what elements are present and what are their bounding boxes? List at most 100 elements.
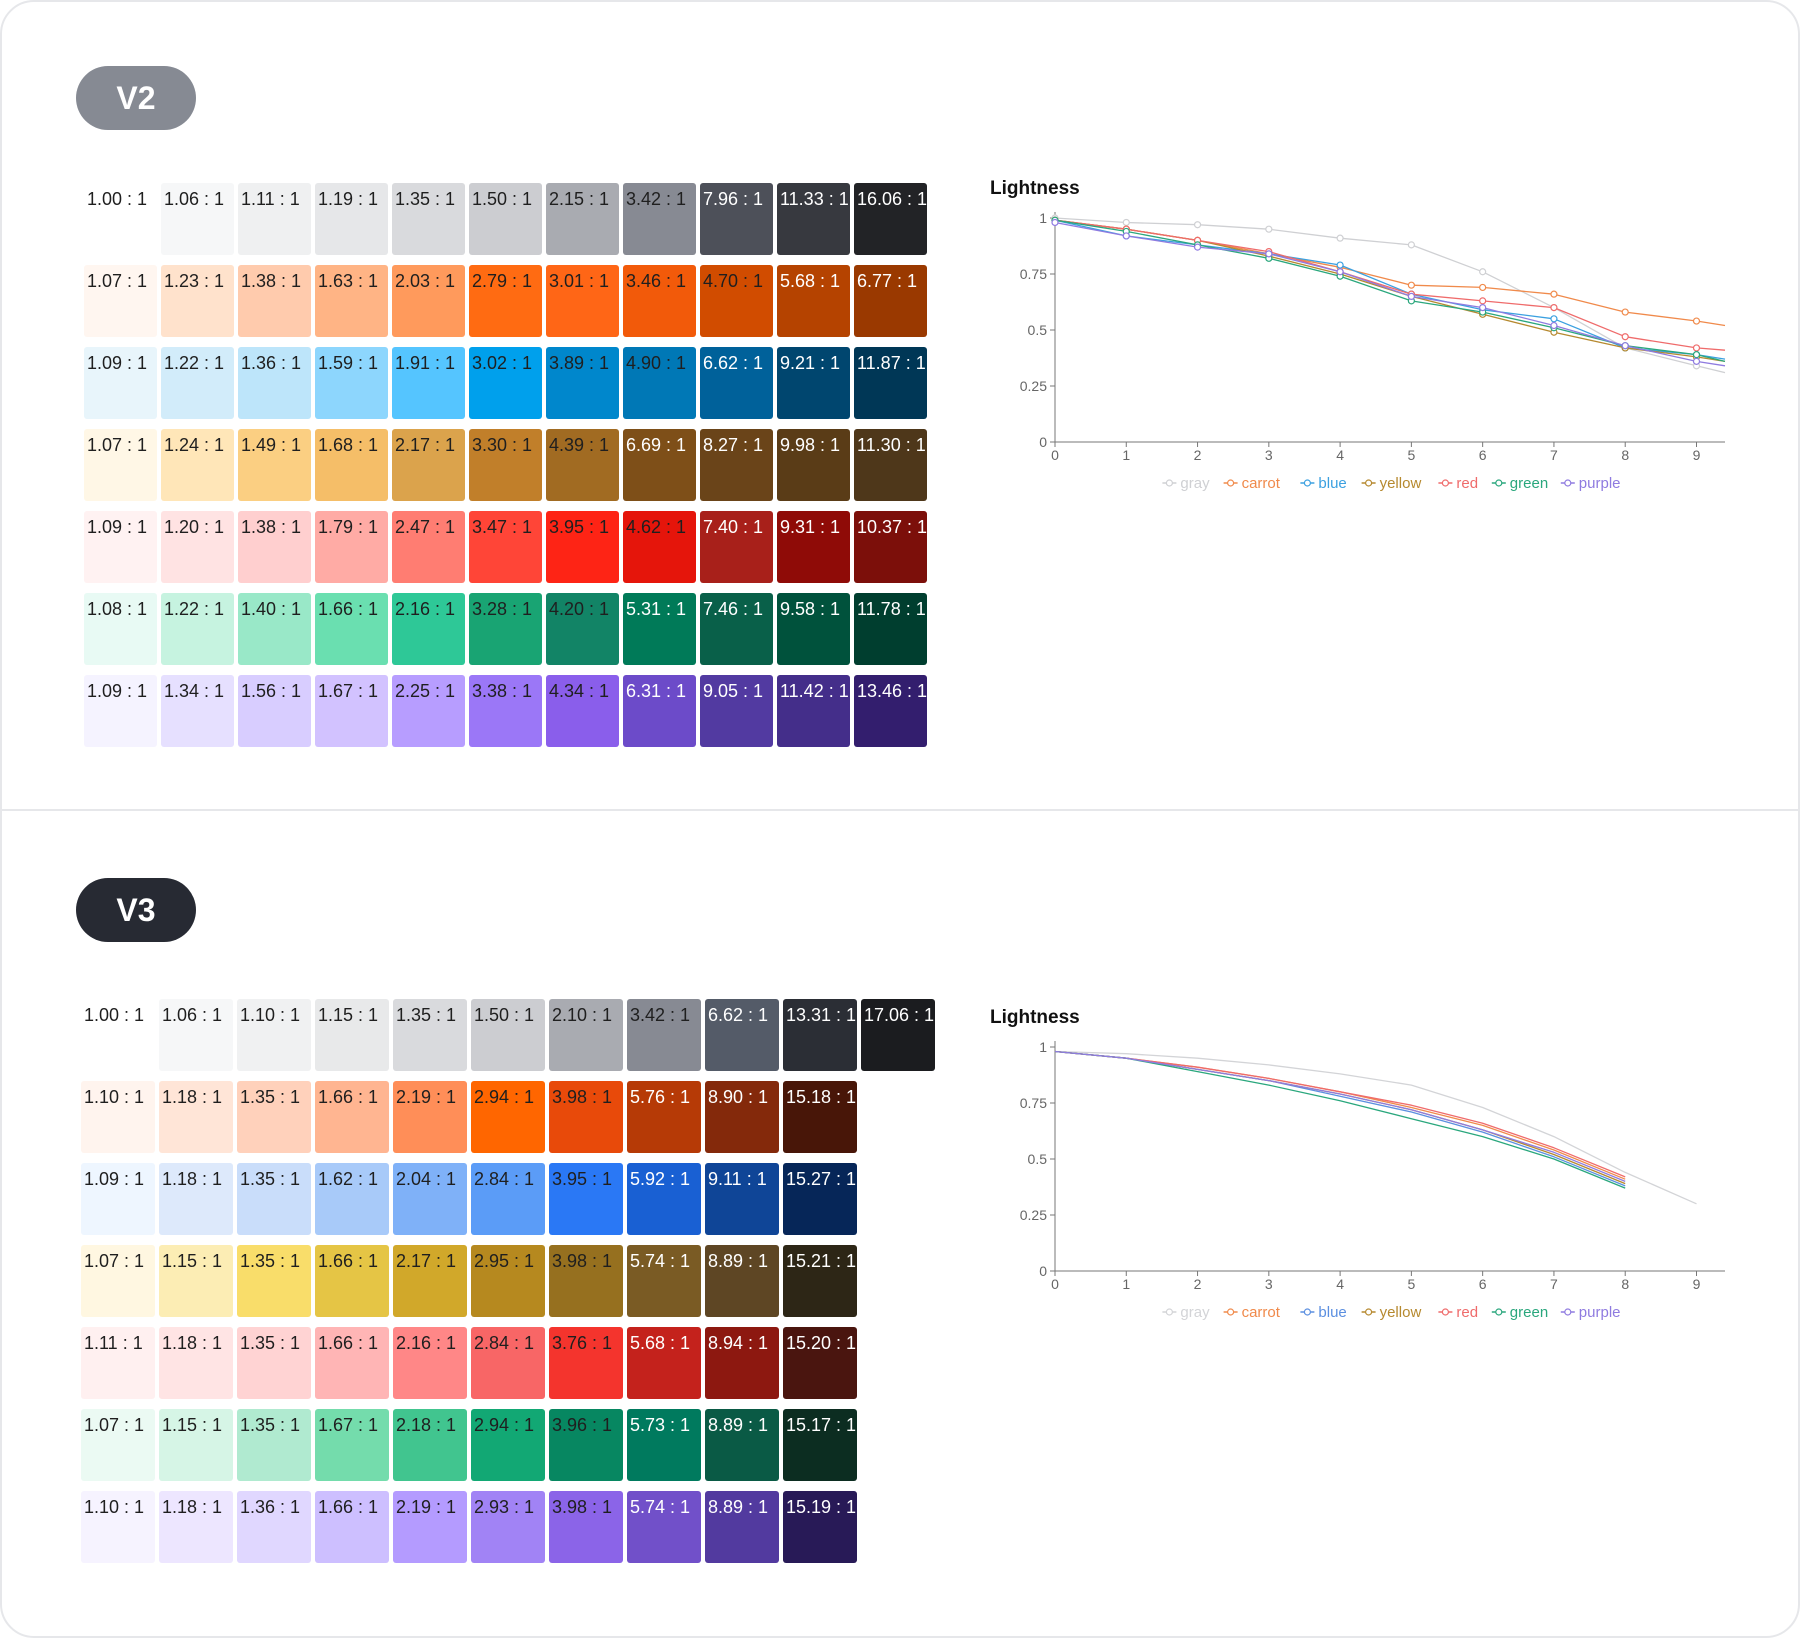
swatch-red-7[interactable]: 4.62 : 1	[623, 511, 696, 583]
swatch-green-3[interactable]: 1.67 : 1	[315, 1409, 389, 1481]
swatch-blue-7[interactable]: 5.92 : 1	[627, 1163, 701, 1235]
swatch-yellow-10[interactable]: 11.30 : 1	[854, 429, 927, 501]
swatch-red-8[interactable]: 8.94 : 1	[705, 1327, 779, 1399]
swatch-green-2[interactable]: 1.40 : 1	[238, 593, 311, 665]
swatch-gray-9[interactable]: 11.33 : 1	[777, 183, 850, 255]
swatch-purple-3[interactable]: 1.67 : 1	[315, 675, 388, 747]
swatch-green-5[interactable]: 3.28 : 1	[469, 593, 542, 665]
swatch-carrot-4[interactable]: 2.19 : 1	[393, 1081, 467, 1153]
swatch-blue-8[interactable]: 9.11 : 1	[705, 1163, 779, 1235]
swatch-blue-3[interactable]: 1.62 : 1	[315, 1163, 389, 1235]
swatch-purple-2[interactable]: 1.36 : 1	[237, 1491, 311, 1563]
swatch-yellow-1[interactable]: 1.24 : 1	[161, 429, 234, 501]
swatch-red-4[interactable]: 2.47 : 1	[392, 511, 465, 583]
swatch-yellow-1[interactable]: 1.15 : 1	[159, 1245, 233, 1317]
swatch-carrot-6[interactable]: 3.01 : 1	[546, 265, 619, 337]
swatch-carrot-8[interactable]: 8.90 : 1	[705, 1081, 779, 1153]
swatch-purple-5[interactable]: 3.38 : 1	[469, 675, 542, 747]
swatch-blue-0[interactable]: 1.09 : 1	[81, 1163, 155, 1235]
swatch-carrot-1[interactable]: 1.18 : 1	[159, 1081, 233, 1153]
swatch-yellow-2[interactable]: 1.35 : 1	[237, 1245, 311, 1317]
swatch-red-0[interactable]: 1.09 : 1	[84, 511, 157, 583]
swatch-red-8[interactable]: 7.40 : 1	[700, 511, 773, 583]
swatch-green-10[interactable]: 11.78 : 1	[854, 593, 927, 665]
swatch-purple-5[interactable]: 2.93 : 1	[471, 1491, 545, 1563]
swatch-red-4[interactable]: 2.16 : 1	[393, 1327, 467, 1399]
swatch-yellow-2[interactable]: 1.49 : 1	[238, 429, 311, 501]
swatch-carrot-10[interactable]: 6.77 : 1	[854, 265, 927, 337]
swatch-yellow-8[interactable]: 8.27 : 1	[700, 429, 773, 501]
swatch-gray-5[interactable]: 1.50 : 1	[471, 999, 545, 1071]
swatch-green-6[interactable]: 4.20 : 1	[546, 593, 619, 665]
swatch-purple-9[interactable]: 15.19 : 1	[783, 1491, 857, 1563]
swatch-gray-4[interactable]: 1.35 : 1	[392, 183, 465, 255]
swatch-gray-0[interactable]: 1.00 : 1	[84, 183, 157, 255]
swatch-yellow-9[interactable]: 15.21 : 1	[783, 1245, 857, 1317]
swatch-purple-8[interactable]: 9.05 : 1	[700, 675, 773, 747]
swatch-purple-10[interactable]: 13.46 : 1	[854, 675, 927, 747]
swatch-gray-1[interactable]: 1.06 : 1	[161, 183, 234, 255]
swatch-purple-9[interactable]: 11.42 : 1	[777, 675, 850, 747]
swatch-purple-6[interactable]: 4.34 : 1	[546, 675, 619, 747]
swatch-purple-7[interactable]: 6.31 : 1	[623, 675, 696, 747]
swatch-green-5[interactable]: 2.94 : 1	[471, 1409, 545, 1481]
swatch-purple-0[interactable]: 1.09 : 1	[84, 675, 157, 747]
swatch-green-7[interactable]: 5.73 : 1	[627, 1409, 701, 1481]
swatch-blue-3[interactable]: 1.59 : 1	[315, 347, 388, 419]
swatch-blue-4[interactable]: 1.91 : 1	[392, 347, 465, 419]
swatch-gray-3[interactable]: 1.15 : 1	[315, 999, 389, 1071]
swatch-gray-1[interactable]: 1.06 : 1	[159, 999, 233, 1071]
swatch-carrot-1[interactable]: 1.23 : 1	[161, 265, 234, 337]
swatch-carrot-8[interactable]: 4.70 : 1	[700, 265, 773, 337]
swatch-yellow-7[interactable]: 5.74 : 1	[627, 1245, 701, 1317]
swatch-yellow-3[interactable]: 1.66 : 1	[315, 1245, 389, 1317]
swatch-red-7[interactable]: 5.68 : 1	[627, 1327, 701, 1399]
swatch-gray-3[interactable]: 1.19 : 1	[315, 183, 388, 255]
swatch-red-3[interactable]: 1.66 : 1	[315, 1327, 389, 1399]
swatch-yellow-3[interactable]: 1.68 : 1	[315, 429, 388, 501]
swatch-blue-5[interactable]: 3.02 : 1	[469, 347, 542, 419]
swatch-carrot-7[interactable]: 5.76 : 1	[627, 1081, 701, 1153]
swatch-gray-4[interactable]: 1.35 : 1	[393, 999, 467, 1071]
swatch-blue-1[interactable]: 1.18 : 1	[159, 1163, 233, 1235]
swatch-green-4[interactable]: 2.18 : 1	[393, 1409, 467, 1481]
swatch-green-8[interactable]: 7.46 : 1	[700, 593, 773, 665]
swatch-gray-0[interactable]: 1.00 : 1	[81, 999, 155, 1071]
swatch-green-8[interactable]: 8.89 : 1	[705, 1409, 779, 1481]
swatch-yellow-7[interactable]: 6.69 : 1	[623, 429, 696, 501]
swatch-red-1[interactable]: 1.18 : 1	[159, 1327, 233, 1399]
swatch-blue-6[interactable]: 3.95 : 1	[549, 1163, 623, 1235]
swatch-blue-0[interactable]: 1.09 : 1	[84, 347, 157, 419]
swatch-purple-4[interactable]: 2.19 : 1	[393, 1491, 467, 1563]
swatch-yellow-0[interactable]: 1.07 : 1	[81, 1245, 155, 1317]
swatch-gray-8[interactable]: 7.96 : 1	[700, 183, 773, 255]
swatch-red-5[interactable]: 3.47 : 1	[469, 511, 542, 583]
swatch-blue-2[interactable]: 1.35 : 1	[237, 1163, 311, 1235]
swatch-green-9[interactable]: 15.17 : 1	[783, 1409, 857, 1481]
swatch-blue-2[interactable]: 1.36 : 1	[238, 347, 311, 419]
swatch-yellow-4[interactable]: 2.17 : 1	[393, 1245, 467, 1317]
swatch-blue-9[interactable]: 15.27 : 1	[783, 1163, 857, 1235]
swatch-yellow-0[interactable]: 1.07 : 1	[84, 429, 157, 501]
swatch-carrot-0[interactable]: 1.10 : 1	[81, 1081, 155, 1153]
swatch-gray-6[interactable]: 2.10 : 1	[549, 999, 623, 1071]
swatch-yellow-5[interactable]: 3.30 : 1	[469, 429, 542, 501]
swatch-carrot-7[interactable]: 3.46 : 1	[623, 265, 696, 337]
swatch-carrot-9[interactable]: 15.18 : 1	[783, 1081, 857, 1153]
swatch-red-9[interactable]: 15.20 : 1	[783, 1327, 857, 1399]
swatch-carrot-4[interactable]: 2.03 : 1	[392, 265, 465, 337]
swatch-carrot-5[interactable]: 2.79 : 1	[469, 265, 542, 337]
swatch-purple-1[interactable]: 1.34 : 1	[161, 675, 234, 747]
swatch-gray-6[interactable]: 2.15 : 1	[546, 183, 619, 255]
swatch-carrot-0[interactable]: 1.07 : 1	[84, 265, 157, 337]
swatch-purple-6[interactable]: 3.98 : 1	[549, 1491, 623, 1563]
swatch-gray-7[interactable]: 3.42 : 1	[627, 999, 701, 1071]
swatch-blue-7[interactable]: 4.90 : 1	[623, 347, 696, 419]
swatch-blue-4[interactable]: 2.04 : 1	[393, 1163, 467, 1235]
swatch-green-1[interactable]: 1.15 : 1	[159, 1409, 233, 1481]
swatch-yellow-9[interactable]: 9.98 : 1	[777, 429, 850, 501]
swatch-yellow-6[interactable]: 4.39 : 1	[546, 429, 619, 501]
swatch-yellow-8[interactable]: 8.89 : 1	[705, 1245, 779, 1317]
swatch-red-9[interactable]: 9.31 : 1	[777, 511, 850, 583]
swatch-green-2[interactable]: 1.35 : 1	[237, 1409, 311, 1481]
